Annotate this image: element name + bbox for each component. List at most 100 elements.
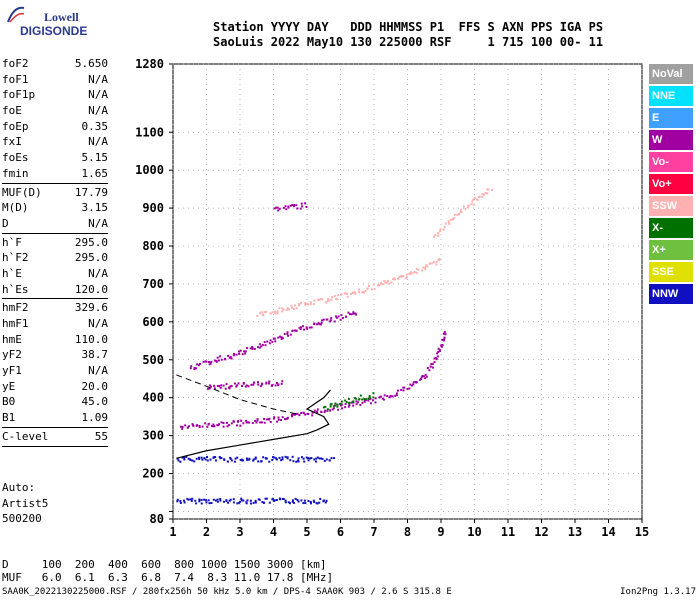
echo-point bbox=[365, 398, 368, 401]
echo-point bbox=[352, 311, 355, 314]
echo-point bbox=[246, 458, 249, 461]
echo-point bbox=[460, 211, 463, 214]
echo-point bbox=[284, 499, 287, 502]
echo-point bbox=[287, 205, 290, 208]
echo-point bbox=[228, 424, 231, 427]
echo-point bbox=[202, 360, 205, 363]
echo-point bbox=[325, 301, 328, 304]
footer-info: SAA0K_2022130225000.RSF / 280fx256h 50 k… bbox=[2, 587, 452, 597]
echo-point bbox=[245, 384, 248, 387]
echo-point bbox=[293, 205, 296, 208]
echo-point bbox=[291, 306, 294, 309]
echo-point bbox=[222, 500, 225, 503]
echo-point bbox=[280, 337, 283, 340]
echo-point bbox=[481, 195, 484, 198]
echo-point bbox=[336, 298, 339, 301]
echo-point bbox=[426, 366, 429, 369]
echo-point bbox=[333, 294, 336, 297]
echo-point bbox=[473, 196, 476, 199]
echo-point bbox=[304, 502, 307, 505]
echo-point bbox=[284, 455, 287, 458]
echo-point bbox=[412, 383, 415, 386]
echo-point bbox=[263, 501, 266, 504]
echo-point bbox=[434, 356, 437, 359]
echo-point bbox=[424, 373, 427, 376]
echo-point bbox=[307, 303, 310, 306]
echo-point bbox=[364, 399, 367, 402]
echo-point bbox=[244, 350, 247, 353]
echo-point bbox=[452, 217, 455, 220]
echo-point bbox=[281, 458, 284, 461]
echo-point bbox=[278, 456, 281, 459]
echo-point bbox=[303, 460, 306, 463]
echo-point bbox=[330, 298, 333, 301]
param-value: 0.35 bbox=[81, 119, 109, 133]
param-value: 55 bbox=[94, 429, 108, 443]
echo-point bbox=[420, 378, 423, 381]
echo-point bbox=[374, 401, 377, 404]
param-name: D bbox=[2, 216, 9, 230]
echo-point bbox=[205, 499, 208, 502]
echo-point bbox=[320, 319, 323, 322]
echo-point bbox=[284, 418, 287, 421]
echo-point bbox=[291, 204, 294, 207]
param-row: C-level 55 bbox=[2, 429, 108, 445]
echo-point bbox=[295, 204, 298, 207]
param-value: 110.0 bbox=[74, 332, 108, 346]
echo-point bbox=[442, 332, 445, 335]
echo-point bbox=[275, 206, 278, 209]
echo-point bbox=[203, 498, 206, 501]
echo-point bbox=[443, 338, 446, 341]
echo-point bbox=[364, 289, 367, 292]
echo-point bbox=[275, 458, 278, 461]
echo-point bbox=[229, 457, 232, 460]
y-tick-label: 80 bbox=[150, 512, 164, 526]
echo-point bbox=[346, 295, 349, 298]
distance-muf-table: D 100 200 400 600 800 1000 1500 3000 [km… bbox=[2, 558, 333, 584]
echo-point bbox=[200, 498, 203, 501]
echo-point bbox=[302, 325, 305, 328]
echo-point bbox=[394, 394, 397, 397]
echo-point bbox=[219, 355, 222, 358]
echo-point bbox=[300, 202, 303, 205]
echo-point bbox=[214, 455, 217, 458]
echo-point bbox=[210, 424, 213, 427]
echo-point bbox=[333, 404, 336, 407]
echo-point bbox=[431, 366, 434, 369]
echo-point bbox=[207, 499, 210, 502]
echo-point bbox=[322, 318, 325, 321]
echo-point bbox=[323, 459, 326, 462]
auto-scaling-info: Auto: Artist5 500200 bbox=[2, 480, 48, 527]
echo-point bbox=[309, 457, 312, 460]
echo-point bbox=[328, 299, 331, 302]
echo-point bbox=[176, 457, 179, 460]
echo-point bbox=[425, 375, 428, 378]
echo-point bbox=[277, 209, 280, 212]
echo-point bbox=[453, 213, 456, 216]
echo-point bbox=[379, 395, 382, 398]
param-value: N/A bbox=[88, 364, 108, 378]
echo-point bbox=[251, 347, 254, 350]
param-value: N/A bbox=[88, 104, 108, 118]
echo-point bbox=[282, 498, 285, 501]
echo-point bbox=[361, 401, 364, 404]
param-row: foF2 5.650 bbox=[2, 56, 108, 72]
echo-point bbox=[286, 457, 289, 460]
echo-point bbox=[268, 382, 271, 385]
echo-point bbox=[236, 420, 239, 423]
y-tick-label: 800 bbox=[142, 239, 164, 253]
echo-point bbox=[257, 460, 260, 463]
echo-point bbox=[313, 322, 316, 325]
x-tick-label: 6 bbox=[337, 525, 344, 539]
echo-point bbox=[282, 206, 285, 209]
echo-point bbox=[280, 382, 283, 385]
echo-point bbox=[254, 499, 257, 502]
echo-point bbox=[411, 384, 414, 387]
echo-point bbox=[334, 402, 337, 405]
echo-point bbox=[318, 501, 321, 504]
echo-point bbox=[490, 189, 493, 192]
echo-point bbox=[294, 497, 297, 500]
echo-point bbox=[213, 387, 216, 390]
echo-point bbox=[438, 349, 441, 352]
echo-trace bbox=[176, 497, 328, 505]
